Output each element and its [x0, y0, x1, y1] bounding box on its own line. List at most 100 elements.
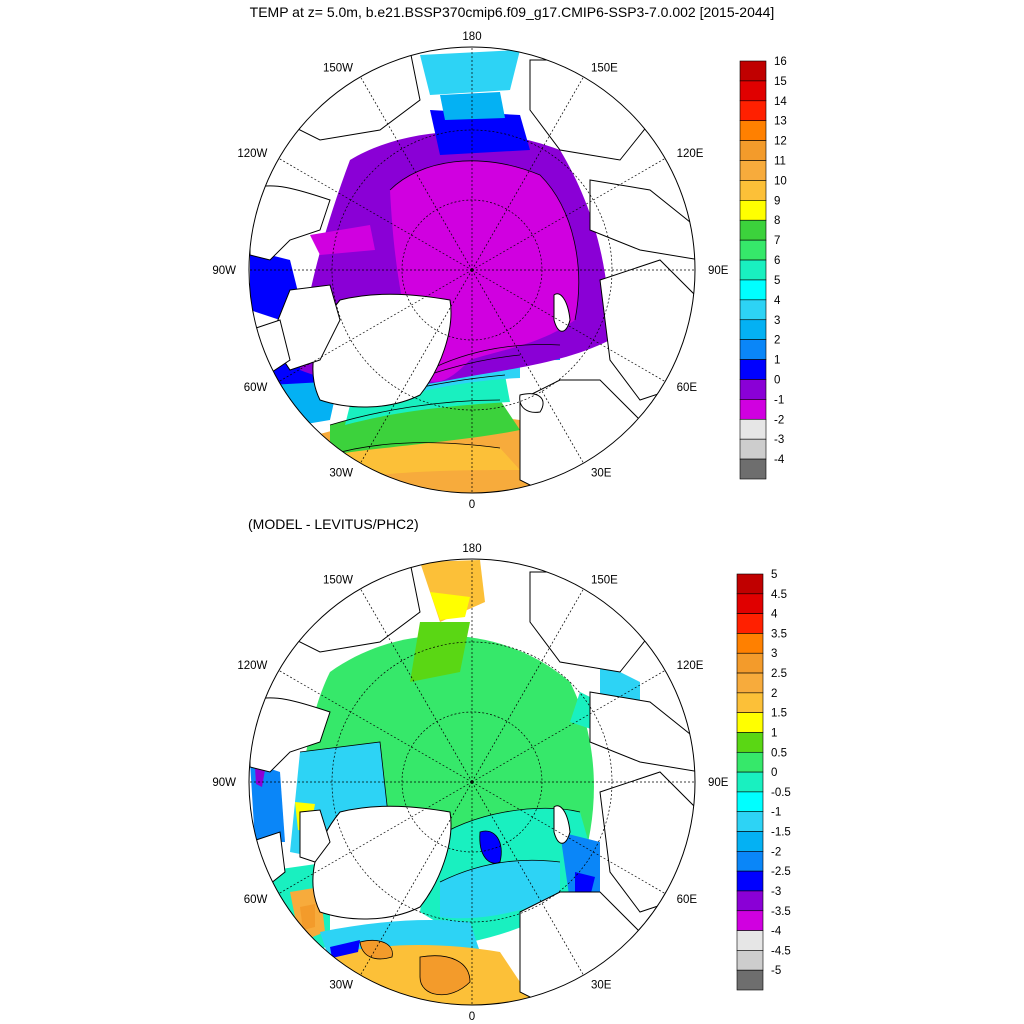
land-baffin: [299, 809, 331, 863]
colorbar-tick-label: 8: [774, 215, 780, 227]
colorbar-difference: 5 4.5 4 3.5 3 2.5 2 1.5 1 0.5 0 -0.5 -1 -1.5 -2 -2.5 -3 -…: [736, 569, 791, 991]
land-siberia-east: [589, 179, 695, 261]
colorbar-swatch: [739, 279, 767, 301]
longitude-label: 180: [462, 543, 481, 555]
colorbar-swatch: [739, 299, 767, 321]
ocean-field: [249, 49, 695, 493]
longitude-label: 60W: [244, 382, 268, 394]
field-atlantic-orange: [420, 955, 470, 995]
colorbar-tick-label: 10: [774, 175, 787, 187]
colorbar-tick-label: 1: [774, 355, 780, 367]
longitude-label: 90E: [708, 777, 729, 789]
colorbar-swatch: [739, 160, 767, 181]
longitude-label: 120W: [237, 660, 267, 672]
colorbar-swatch: [736, 633, 764, 654]
field-labrador-hot: [300, 904, 315, 930]
colorbar-swatch: [736, 910, 764, 931]
colorbar-tick-label: -4: [771, 926, 782, 938]
colorbar-tick-label: 2: [774, 335, 780, 347]
colorbar-swatch: [736, 930, 764, 951]
colorbar-tick-label: 1.5: [771, 708, 787, 720]
colorbar-swatch: [739, 80, 767, 102]
colorbar-swatch: [739, 319, 767, 340]
colorbar-tick-label: -1: [774, 394, 784, 406]
colorbar-swatch: [736, 593, 764, 614]
colorbar-swatch: [736, 652, 764, 674]
field-hudson-blue: [250, 762, 285, 842]
longitude-label: 90E: [708, 265, 729, 277]
longitude-label: 30W: [329, 468, 353, 480]
colorbar-swatch: [739, 140, 767, 161]
colorbar-swatch: [739, 359, 767, 380]
field-atlantic-yellow: [330, 442, 520, 480]
land-greenland: [312, 805, 452, 920]
colorbar-tick-label: 15: [774, 76, 787, 88]
colorbar-tick-label: 6: [774, 255, 780, 267]
colorbar-tick-label: 3: [771, 648, 777, 660]
colorbar-tick-label: 4: [771, 609, 778, 621]
field-kara-deep: [575, 872, 595, 897]
longitude-label: 90W: [212, 265, 236, 277]
colorbar-tick-label: 2: [771, 688, 777, 700]
longitude-label: 0: [469, 1011, 475, 1023]
longitude-label: 0: [469, 499, 475, 511]
colorbar-tick-label: -0.5: [771, 787, 791, 799]
colorbar-tick-label: 14: [774, 96, 787, 108]
colorbar-tick-label: -4.5: [771, 945, 791, 957]
colorbar-swatch: [736, 672, 764, 694]
field-bering-light: [430, 592, 470, 620]
colorbar-tick-label: -1.5: [771, 827, 791, 839]
colorbar-swatch: [736, 791, 764, 813]
difference-map-panel: 180 150E 120E 90E 60E 30E 0 30W 60W 90W 120W 150W 5…: [212, 543, 791, 1023]
longitude-label: 30W: [329, 980, 353, 992]
field-iceland-orange: [360, 940, 393, 959]
colorbar-swatch: [736, 811, 764, 832]
colorbar-swatch: [739, 379, 767, 400]
colorbar-swatch: [736, 613, 764, 634]
land-novaya-zemlya: [553, 293, 571, 332]
colorbar-tick-label: 4.5: [771, 589, 787, 601]
longitude-label: 90W: [212, 777, 236, 789]
colorbar-tick-label: 0: [771, 767, 777, 779]
colorbar-swatch: [739, 219, 767, 241]
colorbar-swatch: [739, 100, 767, 122]
longitude-labels: 180 150E 120E 90E 60E 30E 0 30W 60W 90W 120W 150W: [212, 543, 728, 1023]
field-bering-strait: [440, 92, 505, 120]
colorbar-swatch: [739, 60, 767, 82]
land-greenland: [312, 293, 452, 408]
colorbar-swatch: [736, 890, 764, 912]
colorbar-tick-label: -2: [771, 846, 781, 858]
colorbar-tick-label: -2: [774, 414, 784, 426]
longitude-labels: 180 150E 120E 90E 60E 30E 0 30W 60W 90W 120W 150W: [212, 31, 728, 511]
colorbar-tick-label: -3.5: [771, 906, 791, 918]
colorbar-swatch: [736, 851, 764, 872]
colorbar-tick-label: 7: [774, 235, 780, 247]
main-title: TEMP at z= 5.0m, b.e21.BSSP370cmip6.f09_…: [249, 4, 775, 20]
colorbar-tick-label: 16: [774, 56, 787, 68]
colorbar-swatch: [736, 732, 764, 753]
colorbar-tick-label: 12: [774, 136, 787, 148]
longitude-label: 120E: [677, 660, 704, 672]
colorbar-tick-label: 3: [774, 315, 780, 327]
colorbar-tick-label: 3.5: [771, 628, 787, 640]
longitude-label: 120W: [237, 148, 267, 160]
colorbar-tick-label: 11: [774, 156, 786, 168]
longitude-label: 180: [462, 31, 481, 43]
field-svalbard-blue: [479, 831, 502, 864]
land-siberia-east: [589, 691, 695, 773]
field-denmark-strait: [330, 940, 360, 958]
field-nordic-teal: [345, 375, 510, 425]
longitude-label: 30E: [591, 980, 612, 992]
colorbar-tick-label: -2.5: [771, 866, 791, 878]
colorbar-swatch: [739, 399, 767, 420]
colorbar-tick-label: 5: [774, 275, 780, 287]
longitude-label: 30E: [591, 468, 612, 480]
colorbar-tick-label: 0: [774, 375, 780, 387]
longitude-label: 60E: [677, 894, 698, 906]
field-chukchi: [410, 622, 470, 682]
colorbar-swatch: [736, 692, 764, 713]
colorbar-tick-label: 5: [771, 569, 777, 581]
colorbar-swatch: [736, 712, 764, 733]
